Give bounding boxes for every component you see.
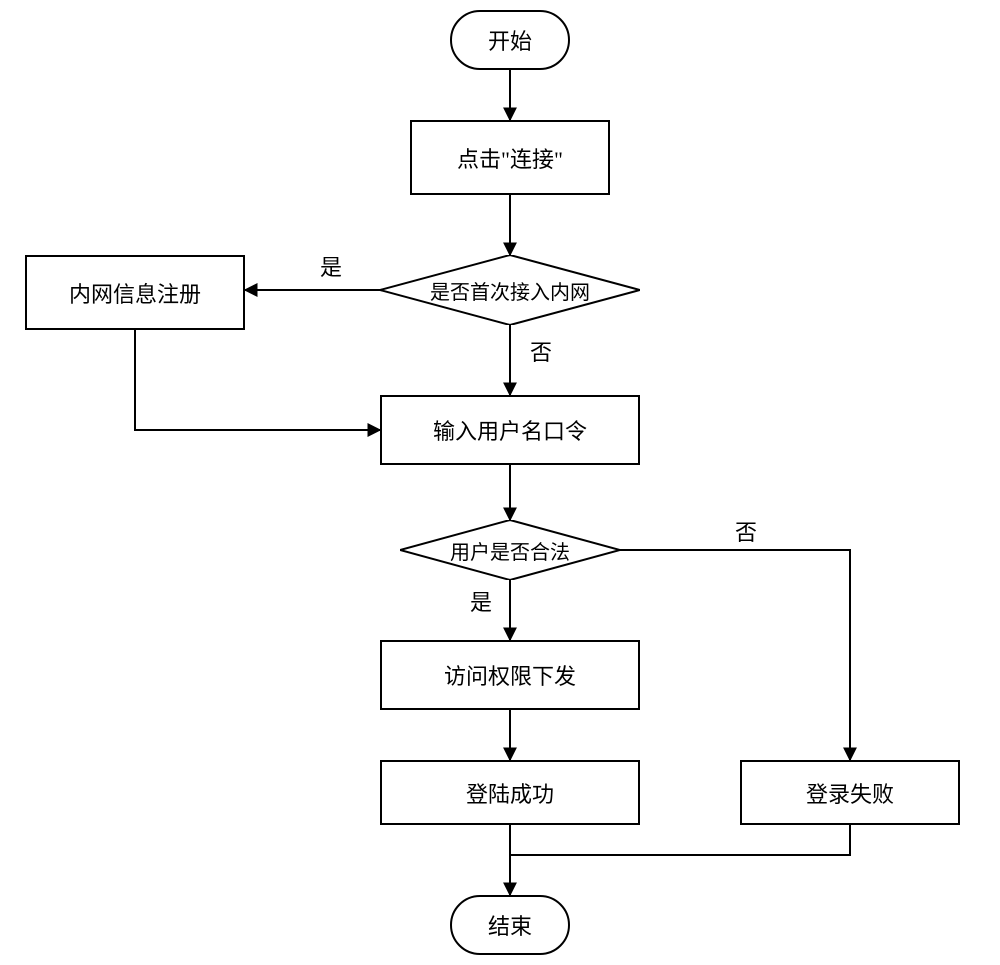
end-label: 结束: [488, 909, 532, 941]
end-node: 结束: [450, 895, 570, 955]
permission-node: 访问权限下发: [380, 640, 640, 710]
input-credentials-node: 输入用户名口令: [380, 395, 640, 465]
login-fail-label: 登录失败: [806, 777, 894, 809]
edge-label-valid-no: 否: [735, 515, 757, 547]
click-connect-label: 点击"连接": [457, 142, 563, 174]
edge-label-valid-yes: 是: [470, 585, 492, 617]
login-success-node: 登陆成功: [380, 760, 640, 825]
login-success-label: 登陆成功: [466, 777, 554, 809]
edge-label-first-yes: 是: [320, 250, 342, 282]
login-fail-node: 登录失败: [740, 760, 960, 825]
user-valid-decision: 用户是否合法: [400, 520, 620, 580]
start-label: 开始: [488, 24, 532, 56]
input-credentials-label: 输入用户名口令: [433, 414, 587, 446]
start-node: 开始: [450, 10, 570, 70]
permission-label: 访问权限下发: [444, 659, 576, 691]
register-label: 内网信息注册: [69, 277, 201, 309]
edge-label-first-no: 否: [530, 335, 552, 367]
click-connect-node: 点击"连接": [410, 120, 610, 195]
register-node: 内网信息注册: [25, 255, 245, 330]
first-access-decision: 是否首次接入内网: [380, 255, 640, 325]
